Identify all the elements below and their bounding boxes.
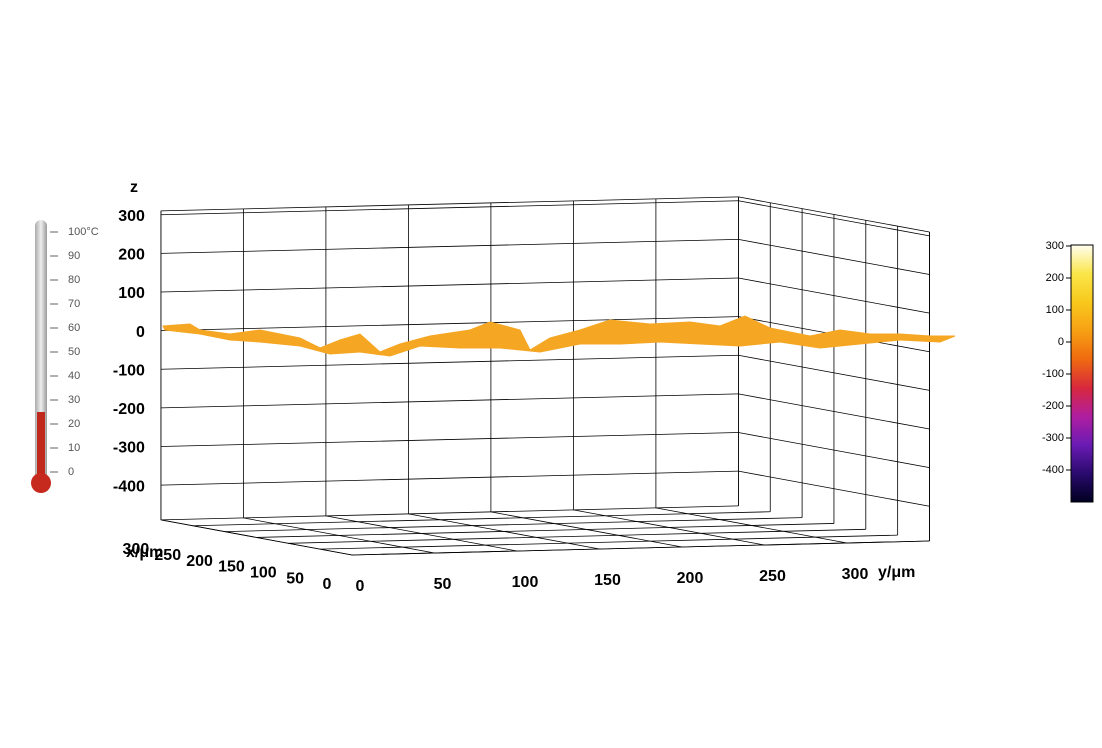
colorbar-tick-label: 0 <box>1058 336 1064 348</box>
grid-line <box>160 470 739 486</box>
colorbar-tick-label: -200 <box>1042 400 1064 412</box>
z-tick-label: 200 <box>118 247 145 264</box>
z-tick-label: -400 <box>113 478 145 495</box>
z-tick-label: -300 <box>113 440 145 457</box>
thermometer-tick-label: 80 <box>68 274 80 286</box>
z-tick-label: 300 <box>118 208 145 225</box>
y-tick-label: 100 <box>512 574 539 591</box>
x-tick-label: 150 <box>218 559 245 576</box>
z-tick-label: -100 <box>113 362 145 379</box>
grid-line <box>351 540 930 556</box>
y-tick-label: 250 <box>759 568 786 585</box>
z-axis-label: z <box>130 179 138 196</box>
x-tick-label: 0 <box>323 576 332 593</box>
grid-line <box>160 393 739 409</box>
y-tick-label: 300 <box>842 566 869 583</box>
thermometer-tick-label: 10 <box>68 442 80 454</box>
colorbar-tick-label: -400 <box>1042 464 1064 476</box>
thermometer-tick-label: 60 <box>68 322 80 334</box>
z-tick-label: 100 <box>118 285 145 302</box>
thermometer-tick-label: 90 <box>68 250 80 262</box>
grid-line <box>160 200 739 216</box>
thermometer-tick-label: 30 <box>68 394 80 406</box>
grid-line <box>160 238 739 254</box>
thermometer-bulb <box>31 473 51 493</box>
thermometer-tick-label: 40 <box>68 370 80 382</box>
y-tick-label: 0 <box>356 578 365 595</box>
surface <box>162 315 956 357</box>
grid-line <box>160 316 739 332</box>
colorbar-tick-label: 100 <box>1046 304 1064 316</box>
grid-line <box>288 528 866 544</box>
y-tick-label: 200 <box>677 570 704 587</box>
x-axis-label: x/μm <box>126 544 163 561</box>
z-tick-label: 0 <box>136 324 145 341</box>
grid-line <box>256 523 834 538</box>
y-axis-label: y/μm <box>878 564 915 581</box>
y-tick-label: 50 <box>434 576 452 593</box>
thermometer-tick-label: 70 <box>68 298 80 310</box>
thermometer-tick-label: 0 <box>68 466 74 478</box>
x-tick-label: 300 <box>123 541 150 558</box>
grid <box>160 196 930 556</box>
colorbar <box>1070 244 1094 503</box>
x-tick-label: 200 <box>186 553 213 570</box>
colorbar-tick-label: 200 <box>1046 272 1064 284</box>
colorbar-tick-label: -100 <box>1042 368 1064 380</box>
y-tick-label: 150 <box>594 572 621 589</box>
thermometer-tick-label: 100°C <box>68 226 99 238</box>
grid-line <box>320 534 898 550</box>
box-edge <box>160 196 739 212</box>
grid-line <box>192 511 771 527</box>
x-tick-label: 100 <box>250 565 277 582</box>
thermometer-tick-label: 50 <box>68 346 80 358</box>
thermometer-level <box>37 412 45 482</box>
grid-line <box>224 517 803 532</box>
x-tick-label: 250 <box>154 547 181 564</box>
z-tick-label: -200 <box>113 401 145 418</box>
colorbar-tick-label: 300 <box>1046 240 1064 252</box>
thermometer-tick-label: 20 <box>68 418 80 430</box>
grid-line <box>160 354 739 370</box>
x-tick-label: 50 <box>286 570 304 587</box>
grid-line <box>160 432 739 447</box>
grid-line <box>160 277 739 293</box>
colorbar-tick-label: -300 <box>1042 432 1064 444</box>
grid-line <box>160 505 739 521</box>
